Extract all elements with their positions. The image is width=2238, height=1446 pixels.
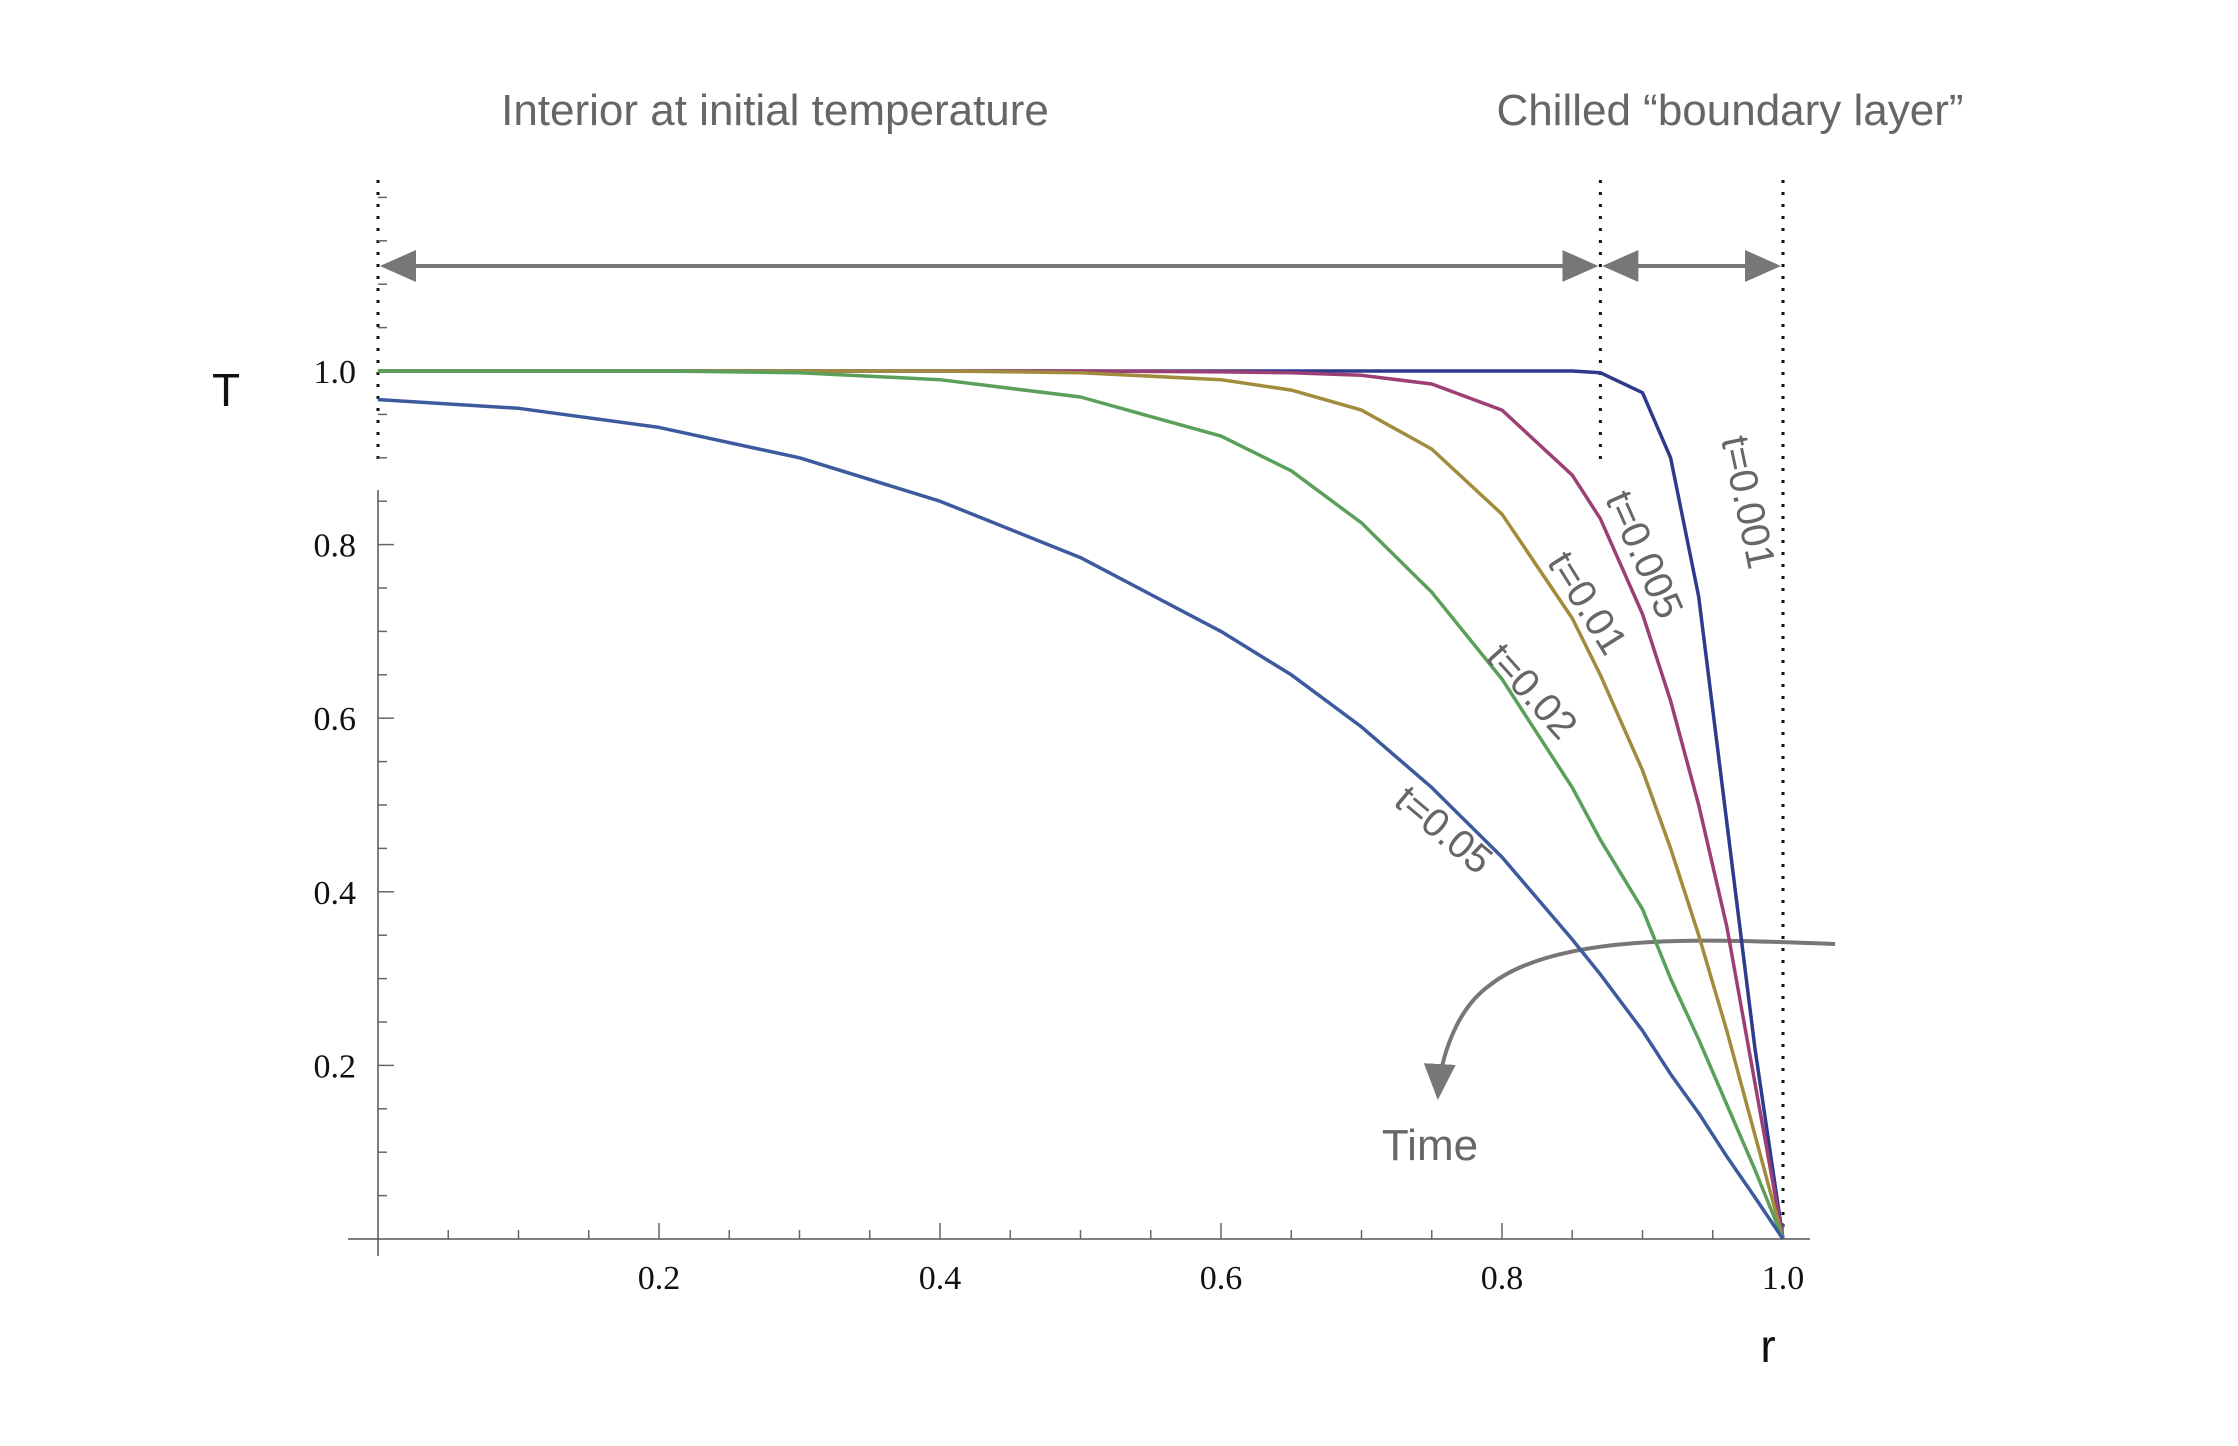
x-tick-label: 0.6: [1200, 1260, 1243, 1297]
x-axis-title: r: [1760, 1320, 1775, 1372]
x-tick-label: 0.2: [638, 1260, 681, 1297]
y-tick-label: 0.2: [314, 1048, 357, 1085]
y-tick-label: 0.8: [314, 528, 357, 565]
series-label-t=0.05: t=0.05: [1386, 777, 1500, 883]
boundary-layer-annotation: Chilled “boundary layer”: [1496, 86, 1963, 135]
series-line-t=0.02: [378, 369, 1785, 1240]
x-tick-label: 0.8: [1481, 1260, 1524, 1297]
series-line-t=0.05: [377, 397, 1785, 1240]
series-line-t=0.01: [378, 369, 1785, 1240]
axes: 0.2 0.4 0.6 0.8 1.0 0.2 0.4 0.6 0.8 1.0: [314, 196, 1810, 1297]
y-tick-label: 1.0: [314, 354, 357, 391]
series-line-t=0.005: [378, 369, 1785, 1240]
y-tick-label: 0.4: [314, 875, 357, 912]
curves: [377, 369, 1785, 1240]
x-tick-label: 0.4: [919, 1260, 962, 1297]
x-tick-label: 1.0: [1762, 1260, 1805, 1297]
y-axis-title: T: [212, 364, 240, 416]
series-label-t=0.02: t=0.02: [1478, 635, 1586, 748]
time-arrow: [1423, 938, 1836, 1100]
time-label: Time: [1382, 1121, 1478, 1170]
series-label-t=0.001: t=0.001: [1712, 432, 1783, 573]
interior-annotation: Interior at initial temperature: [501, 86, 1049, 135]
series-line-t=0.001: [378, 369, 1785, 1240]
y-tick-label: 0.6: [314, 701, 357, 738]
